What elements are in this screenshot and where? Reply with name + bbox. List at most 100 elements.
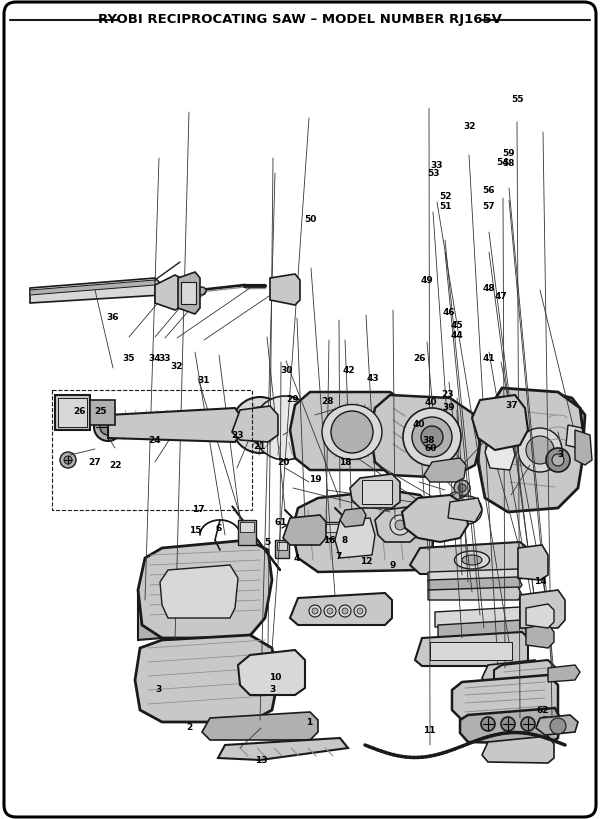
Circle shape — [521, 717, 535, 731]
Text: 46: 46 — [442, 309, 455, 317]
Text: 5: 5 — [264, 539, 270, 547]
Bar — [240, 522, 254, 532]
Text: 3: 3 — [156, 686, 162, 694]
Polygon shape — [448, 498, 482, 522]
Text: 61: 61 — [275, 518, 287, 527]
Polygon shape — [238, 650, 305, 695]
Polygon shape — [575, 430, 592, 465]
Polygon shape — [482, 660, 540, 685]
Bar — [238, 520, 256, 545]
Text: 19: 19 — [308, 475, 322, 483]
Text: 9: 9 — [390, 561, 396, 569]
Text: 29: 29 — [286, 396, 299, 404]
Text: 21: 21 — [253, 442, 265, 450]
Circle shape — [232, 397, 288, 453]
Circle shape — [97, 407, 107, 417]
Text: 47: 47 — [494, 292, 508, 301]
Text: 60: 60 — [425, 445, 437, 453]
Polygon shape — [30, 278, 162, 303]
Text: 24: 24 — [148, 437, 161, 445]
Polygon shape — [135, 635, 278, 722]
Circle shape — [419, 502, 451, 534]
Polygon shape — [160, 565, 238, 618]
Polygon shape — [108, 408, 240, 442]
Circle shape — [425, 508, 431, 514]
Bar — [277, 542, 287, 550]
Circle shape — [523, 553, 543, 573]
Circle shape — [252, 417, 268, 433]
Circle shape — [242, 407, 278, 443]
Ellipse shape — [251, 417, 265, 429]
Circle shape — [64, 456, 72, 464]
Text: 43: 43 — [367, 374, 380, 382]
Text: 44: 44 — [451, 332, 464, 340]
Polygon shape — [290, 593, 392, 625]
Bar — [275, 540, 289, 558]
Circle shape — [482, 404, 518, 440]
Polygon shape — [340, 508, 366, 527]
Text: 12: 12 — [360, 557, 372, 565]
Text: 30: 30 — [281, 366, 293, 374]
Bar — [181, 282, 196, 304]
Text: 15: 15 — [189, 527, 201, 535]
Text: 49: 49 — [421, 276, 434, 284]
Circle shape — [198, 287, 206, 295]
Circle shape — [300, 522, 316, 538]
Circle shape — [425, 522, 431, 528]
Circle shape — [546, 448, 570, 472]
Polygon shape — [335, 518, 375, 558]
Text: 33: 33 — [431, 161, 443, 170]
Text: 33: 33 — [159, 355, 171, 363]
Ellipse shape — [331, 411, 373, 453]
Bar — [318, 522, 340, 538]
Text: 14: 14 — [533, 577, 547, 586]
Text: 28: 28 — [321, 397, 333, 405]
Polygon shape — [526, 604, 554, 628]
Text: 50: 50 — [305, 215, 317, 224]
Circle shape — [253, 396, 317, 460]
Text: 2: 2 — [186, 723, 192, 731]
Polygon shape — [55, 395, 90, 430]
Circle shape — [501, 717, 515, 731]
Polygon shape — [485, 435, 515, 470]
Polygon shape — [90, 400, 115, 425]
Circle shape — [461, 503, 475, 517]
Polygon shape — [478, 388, 585, 512]
Polygon shape — [520, 590, 565, 628]
Polygon shape — [482, 736, 554, 763]
Text: 57: 57 — [482, 202, 496, 210]
Circle shape — [538, 717, 552, 731]
Circle shape — [526, 436, 554, 464]
Text: 62: 62 — [537, 707, 549, 715]
Text: 42: 42 — [343, 366, 356, 374]
Text: 56: 56 — [483, 186, 495, 194]
Polygon shape — [218, 738, 348, 760]
Text: 54: 54 — [496, 158, 509, 166]
Text: 58: 58 — [503, 160, 515, 168]
Polygon shape — [415, 632, 528, 666]
Polygon shape — [428, 569, 522, 582]
Ellipse shape — [532, 604, 548, 616]
Ellipse shape — [462, 555, 482, 565]
Polygon shape — [494, 660, 556, 702]
Circle shape — [357, 608, 363, 614]
Circle shape — [312, 608, 318, 614]
Circle shape — [427, 510, 443, 526]
Text: RYOBI RECIPROCATING SAW – MODEL NUMBER RJ165V: RYOBI RECIPROCATING SAW – MODEL NUMBER R… — [98, 13, 502, 26]
Circle shape — [60, 452, 76, 468]
Text: 39: 39 — [442, 404, 455, 412]
Polygon shape — [178, 272, 200, 314]
Circle shape — [390, 515, 410, 535]
Circle shape — [454, 496, 482, 524]
Polygon shape — [283, 515, 326, 545]
Bar — [52, 390, 252, 510]
Circle shape — [481, 717, 495, 731]
Polygon shape — [536, 715, 578, 735]
Text: 3: 3 — [270, 686, 276, 694]
Text: 51: 51 — [439, 202, 451, 210]
Polygon shape — [155, 275, 185, 310]
Text: 11: 11 — [423, 726, 435, 735]
Bar — [430, 642, 512, 660]
Polygon shape — [270, 274, 300, 305]
Text: 17: 17 — [191, 505, 205, 514]
